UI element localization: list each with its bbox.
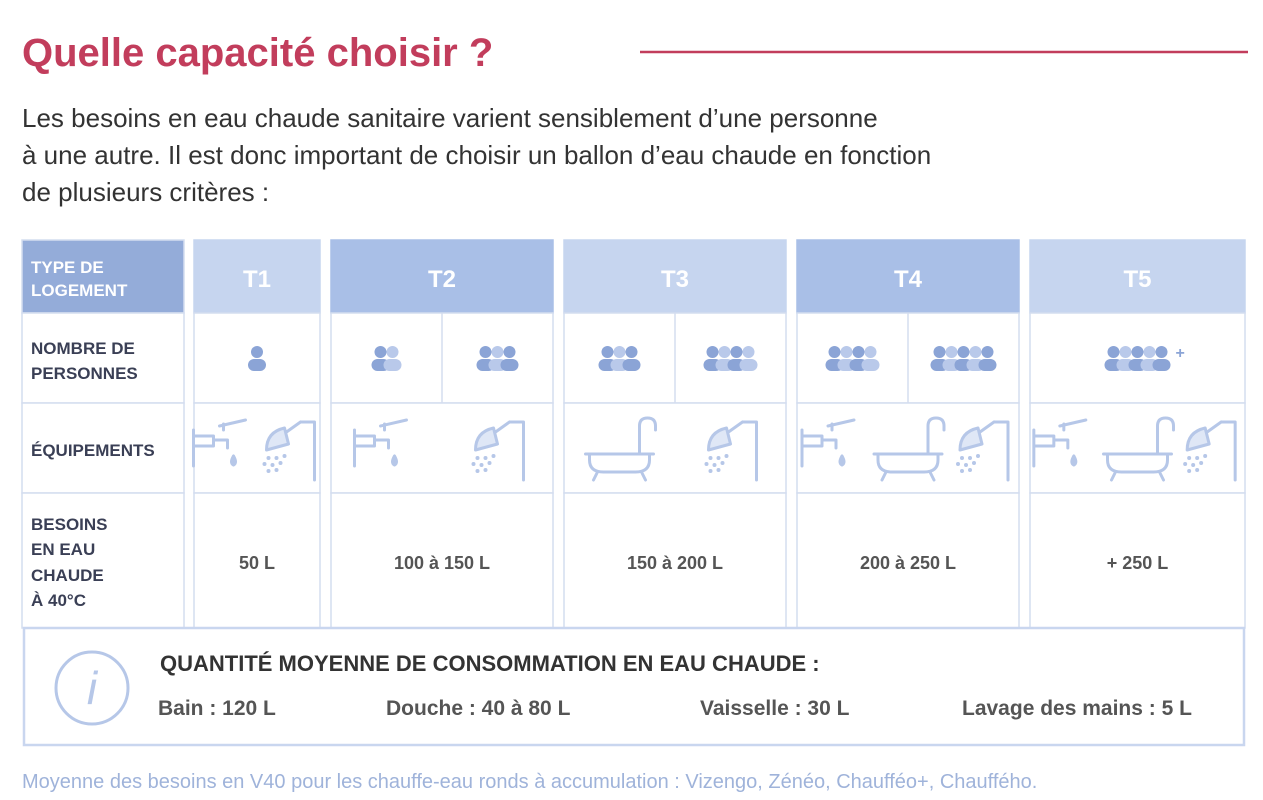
info-icon xyxy=(54,650,130,726)
header-cell xyxy=(193,239,321,314)
person-head xyxy=(503,346,516,358)
footnote: Moyenne des besoins en V40 pour les chau… xyxy=(22,771,1037,793)
info-box xyxy=(22,626,1246,747)
intro-line: Les besoins en eau chaude sanitaire vari… xyxy=(22,103,878,133)
person-head xyxy=(730,346,743,358)
info-item: Douche : 40 à 80 L xyxy=(386,697,571,720)
person-body xyxy=(1152,359,1171,371)
needs: + 250 L xyxy=(1107,553,1169,573)
row-header-cell xyxy=(21,492,185,629)
cell xyxy=(193,492,321,629)
person-head xyxy=(864,346,877,358)
person-group xyxy=(248,346,266,371)
cell xyxy=(1029,402,1246,494)
person-head xyxy=(957,346,970,358)
column-type: T2 xyxy=(428,266,456,293)
intro-line: à une autre. Il est donc important de ch… xyxy=(22,140,931,170)
row-header: TYPE DE xyxy=(31,258,104,277)
person-head xyxy=(969,346,982,358)
row-header: À 40°C xyxy=(31,591,86,610)
person-body xyxy=(248,359,266,371)
person-head xyxy=(251,346,263,358)
person-body xyxy=(500,359,519,371)
person-head xyxy=(945,346,958,358)
person-head xyxy=(706,346,719,358)
info-icon-letter: i xyxy=(87,662,99,714)
person-body xyxy=(861,359,880,371)
person-head xyxy=(601,346,614,358)
header-cell xyxy=(1029,239,1246,314)
row-header: BESOINS xyxy=(31,515,108,534)
row-header: NOMBRE DE xyxy=(31,339,135,358)
person-head xyxy=(625,346,638,358)
info-items: Bain : 120 L Douche : 40 à 80 L Vaisselle … xyxy=(158,697,1192,720)
person-head xyxy=(840,346,853,358)
cell xyxy=(330,402,554,494)
info-item: Bain : 120 L xyxy=(158,697,276,720)
person-head xyxy=(718,346,731,358)
person-head xyxy=(1119,346,1132,358)
needs: 50 L xyxy=(239,553,275,573)
person-head xyxy=(613,346,626,358)
person-body xyxy=(978,359,997,371)
person-group xyxy=(1104,346,1171,371)
person-head xyxy=(1131,346,1144,358)
row-header: LOGEMENT xyxy=(31,281,128,300)
cell xyxy=(330,492,554,629)
person-group xyxy=(930,346,997,371)
person-head xyxy=(1143,346,1156,358)
row-header-cell xyxy=(21,312,185,404)
person-head xyxy=(1107,346,1120,358)
person-body xyxy=(622,359,641,371)
person-group xyxy=(476,346,519,371)
person-group xyxy=(598,346,641,371)
column-type: T4 xyxy=(894,266,923,293)
row-header: CHAUDE xyxy=(31,566,104,585)
person-head xyxy=(933,346,946,358)
cell xyxy=(563,402,787,494)
person-head xyxy=(981,346,994,358)
row-header: PERSONNES xyxy=(31,364,138,383)
person-head xyxy=(1155,346,1168,358)
person-group xyxy=(703,346,758,371)
persons-more: + xyxy=(1176,345,1185,362)
person-head xyxy=(479,346,492,358)
cell xyxy=(1029,492,1246,629)
column-type: T3 xyxy=(661,266,689,293)
column-type: T5 xyxy=(1123,266,1151,293)
needs: 200 à 250 L xyxy=(860,553,956,573)
person-head xyxy=(386,346,399,358)
table: TYPE DE LOGEMENT NOMBRE DE PERSONNES ÉQUIPEM… xyxy=(21,239,1246,629)
cell xyxy=(193,402,321,494)
row-header-cell xyxy=(21,402,185,494)
person-body xyxy=(739,359,758,371)
info-item: Lavage des mains : 5 L xyxy=(962,697,1192,720)
info-heading: QUANTITÉ MOYENNE DE CONSOMMATION EN EAU … xyxy=(160,651,820,676)
person-body xyxy=(383,359,402,371)
person-head xyxy=(374,346,387,358)
cell xyxy=(796,402,1020,494)
row-header: EN EAU xyxy=(31,540,95,559)
intro-line: de plusieurs critères : xyxy=(22,177,269,207)
person-head xyxy=(852,346,865,358)
intro: Les besoins en eau chaude sanitaire vari… xyxy=(22,103,931,207)
title: Quelle capacité choisir ? xyxy=(22,31,493,75)
person-group xyxy=(371,346,402,371)
person-head xyxy=(742,346,755,358)
person-group xyxy=(825,346,880,371)
row-header: ÉQUIPEMENTS xyxy=(31,441,155,460)
person-head xyxy=(828,346,841,358)
needs: 100 à 150 L xyxy=(394,553,490,573)
column-type: T1 xyxy=(243,266,271,293)
header-cell xyxy=(563,239,787,314)
info-item: Vaisselle : 30 L xyxy=(700,697,850,720)
header-cell xyxy=(796,239,1020,314)
needs: 150 à 200 L xyxy=(627,553,723,573)
person-head xyxy=(491,346,504,358)
